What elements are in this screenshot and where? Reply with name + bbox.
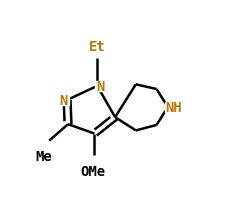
Text: Me: Me	[35, 149, 52, 163]
Text: Et: Et	[89, 40, 106, 54]
Text: N: N	[97, 80, 105, 93]
Bar	[165, 103, 182, 112]
Text: OMe: OMe	[80, 165, 105, 179]
Text: N: N	[59, 94, 68, 107]
Text: NH: NH	[165, 100, 182, 114]
Bar	[95, 82, 106, 91]
Bar	[58, 96, 69, 105]
